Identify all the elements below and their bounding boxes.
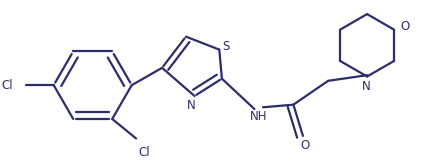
Text: N: N bbox=[187, 99, 196, 112]
Text: Cl: Cl bbox=[2, 79, 14, 92]
Text: O: O bbox=[300, 139, 310, 152]
Text: N: N bbox=[362, 80, 371, 93]
Text: S: S bbox=[222, 40, 230, 53]
Text: NH: NH bbox=[250, 110, 267, 123]
Text: O: O bbox=[400, 20, 409, 33]
Text: Cl: Cl bbox=[138, 146, 150, 159]
